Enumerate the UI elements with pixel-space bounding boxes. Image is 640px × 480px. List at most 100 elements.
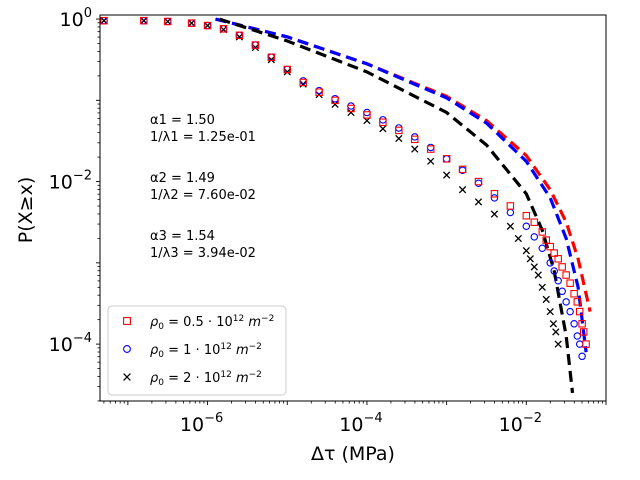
x-tick-label-base: 10 <box>499 414 523 436</box>
annotation-lambda2: 1/λ2 = 7.60e-02 <box>150 188 256 203</box>
legend-label-3: ρ0 = 2 · 1012 m−2 <box>150 370 262 388</box>
data-point <box>411 135 419 144</box>
data-point <box>579 328 588 336</box>
x-tick-label-base: 10 <box>180 414 204 436</box>
data-point <box>562 271 570 279</box>
data-point <box>552 328 560 336</box>
data-points <box>100 16 590 361</box>
data-point <box>442 171 451 179</box>
data-point <box>235 31 244 40</box>
data-point <box>315 88 323 96</box>
x-tick-label: 10−4 <box>339 411 382 436</box>
x-tick-label-base: 10 <box>339 414 363 436</box>
data-point <box>526 255 534 263</box>
data-point <box>140 16 148 25</box>
data-point <box>219 25 228 33</box>
x-tick-label: 10−6 <box>180 411 223 436</box>
annotation-lambda1: 1/λ1 = 1.25e-01 <box>150 130 256 145</box>
data-point <box>187 19 196 27</box>
data-point <box>530 218 539 226</box>
legend-marker-3 <box>123 373 131 381</box>
legend-marker-1 <box>123 317 131 325</box>
data-point <box>411 145 419 153</box>
data-point <box>251 43 260 52</box>
y-tick-label: 100 <box>60 6 92 31</box>
y-tick-label-exp: 0 <box>84 6 92 21</box>
y-tick-label-base: 10 <box>60 9 84 31</box>
data-point <box>570 289 578 298</box>
data-point <box>546 259 554 267</box>
data-point <box>347 108 355 117</box>
x-axis-label: Δτ (MPa) <box>311 443 395 465</box>
data-point <box>363 111 371 119</box>
data-point <box>578 352 586 361</box>
data-point <box>554 255 562 263</box>
data-point <box>299 78 307 87</box>
data-point <box>474 177 483 186</box>
annotation-alpha2: α2 = 1.49 <box>150 171 215 186</box>
data-point <box>506 202 515 210</box>
data-point <box>578 320 586 328</box>
data-point <box>283 68 291 76</box>
data-point <box>542 295 550 304</box>
data-point <box>542 236 550 244</box>
x-tick-label-exp: −2 <box>523 411 542 426</box>
data-point <box>267 56 275 64</box>
data-point <box>490 190 499 198</box>
x-tick-label-exp: −6 <box>204 411 223 426</box>
legend-label-2: ρ0 = 1 · 1012 m−2 <box>150 342 262 360</box>
legend-label-1: ρ0 = 0.5 · 1012 m−2 <box>150 314 274 332</box>
data-point <box>538 244 547 252</box>
data-point <box>570 320 578 328</box>
data-point <box>490 210 499 218</box>
fit-annotations: α1 = 1.50 1/λ1 = 1.25e-01 α2 = 1.49 1/λ2… <box>150 113 256 261</box>
data-point <box>575 307 584 316</box>
legend-markers <box>123 317 131 381</box>
y-tick-label-exp: −2 <box>73 169 92 184</box>
data-point <box>506 222 515 230</box>
data-point <box>566 307 574 316</box>
y-tick-label: 10−4 <box>49 331 92 356</box>
plot-frame <box>99 14 607 402</box>
plot-area <box>100 16 592 394</box>
y-tick-label-exp: −4 <box>73 331 92 346</box>
data-point <box>235 33 244 41</box>
fit-line-3 <box>219 17 575 394</box>
data-point <box>458 186 467 194</box>
x-tick-label-exp: −4 <box>363 411 382 426</box>
data-point <box>283 65 292 74</box>
data-point <box>458 165 467 174</box>
data-point <box>379 125 387 133</box>
legend-box <box>107 305 287 396</box>
data-point <box>522 211 531 220</box>
data-point <box>347 104 355 113</box>
data-point <box>163 17 172 26</box>
y-tick-label-base: 10 <box>49 172 73 194</box>
y-tick-label-base: 10 <box>49 334 73 356</box>
data-point <box>558 263 566 271</box>
fit-lines <box>215 17 592 394</box>
data-point <box>538 283 546 291</box>
data-point <box>395 134 403 143</box>
y-axis-label: P(X≥x) <box>15 177 37 243</box>
data-point <box>573 332 582 340</box>
data-point <box>514 234 523 243</box>
data-point <box>566 279 574 287</box>
data-point <box>550 267 558 275</box>
data-point <box>395 126 403 135</box>
data-point <box>530 263 538 271</box>
data-point <box>558 287 566 296</box>
legend-marker-2 <box>123 345 131 353</box>
data-point <box>549 320 558 328</box>
data-point <box>522 222 531 231</box>
series-1-points <box>100 16 590 348</box>
y-tick-label: 10−2 <box>49 169 92 194</box>
data-point <box>100 16 108 25</box>
data-point <box>530 233 539 241</box>
data-point <box>573 298 582 306</box>
data-point <box>331 100 339 109</box>
data-point <box>331 96 339 105</box>
data-point <box>474 198 483 206</box>
data-point <box>251 41 260 49</box>
